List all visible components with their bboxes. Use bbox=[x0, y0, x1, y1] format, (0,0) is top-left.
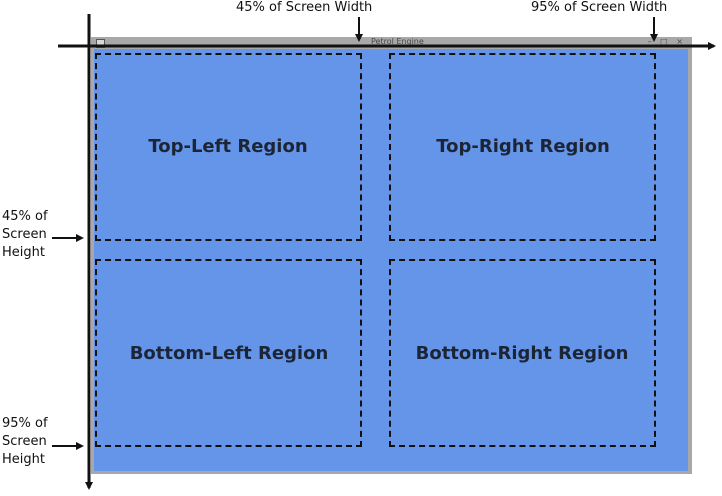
top-left-region bbox=[95, 53, 362, 241]
bottom-right-region bbox=[389, 259, 656, 447]
height-45-label-line1: 45% of bbox=[2, 209, 48, 224]
height-95-label-line2: Screen bbox=[2, 434, 47, 449]
window-title: Petrol Engine bbox=[371, 37, 424, 46]
top-left-region-label: Top-Left Region bbox=[148, 136, 308, 157]
top-right-region bbox=[389, 53, 656, 241]
bottom-right-region-label: Bottom-Right Region bbox=[415, 343, 629, 364]
height-45-label-line2: Screen bbox=[2, 227, 47, 242]
height-45-label: 45% of Screen Height bbox=[2, 208, 48, 262]
width-45-label: 45% of Screen Width bbox=[236, 0, 373, 15]
height-95-label-line3: Height bbox=[2, 452, 45, 467]
height-95-label: 95% of Screen Height bbox=[2, 415, 48, 469]
height-95-label-line1: 95% of bbox=[2, 416, 48, 431]
window-control-buttons[interactable]: – □ × bbox=[647, 37, 686, 46]
bottom-left-region bbox=[95, 259, 362, 447]
bottom-left-region-label: Bottom-Left Region bbox=[129, 343, 329, 364]
top-right-region-label: Top-Right Region bbox=[436, 136, 610, 157]
width-95-label: 95% of Screen Width bbox=[531, 0, 668, 15]
height-45-label-line3: Height bbox=[2, 245, 45, 260]
